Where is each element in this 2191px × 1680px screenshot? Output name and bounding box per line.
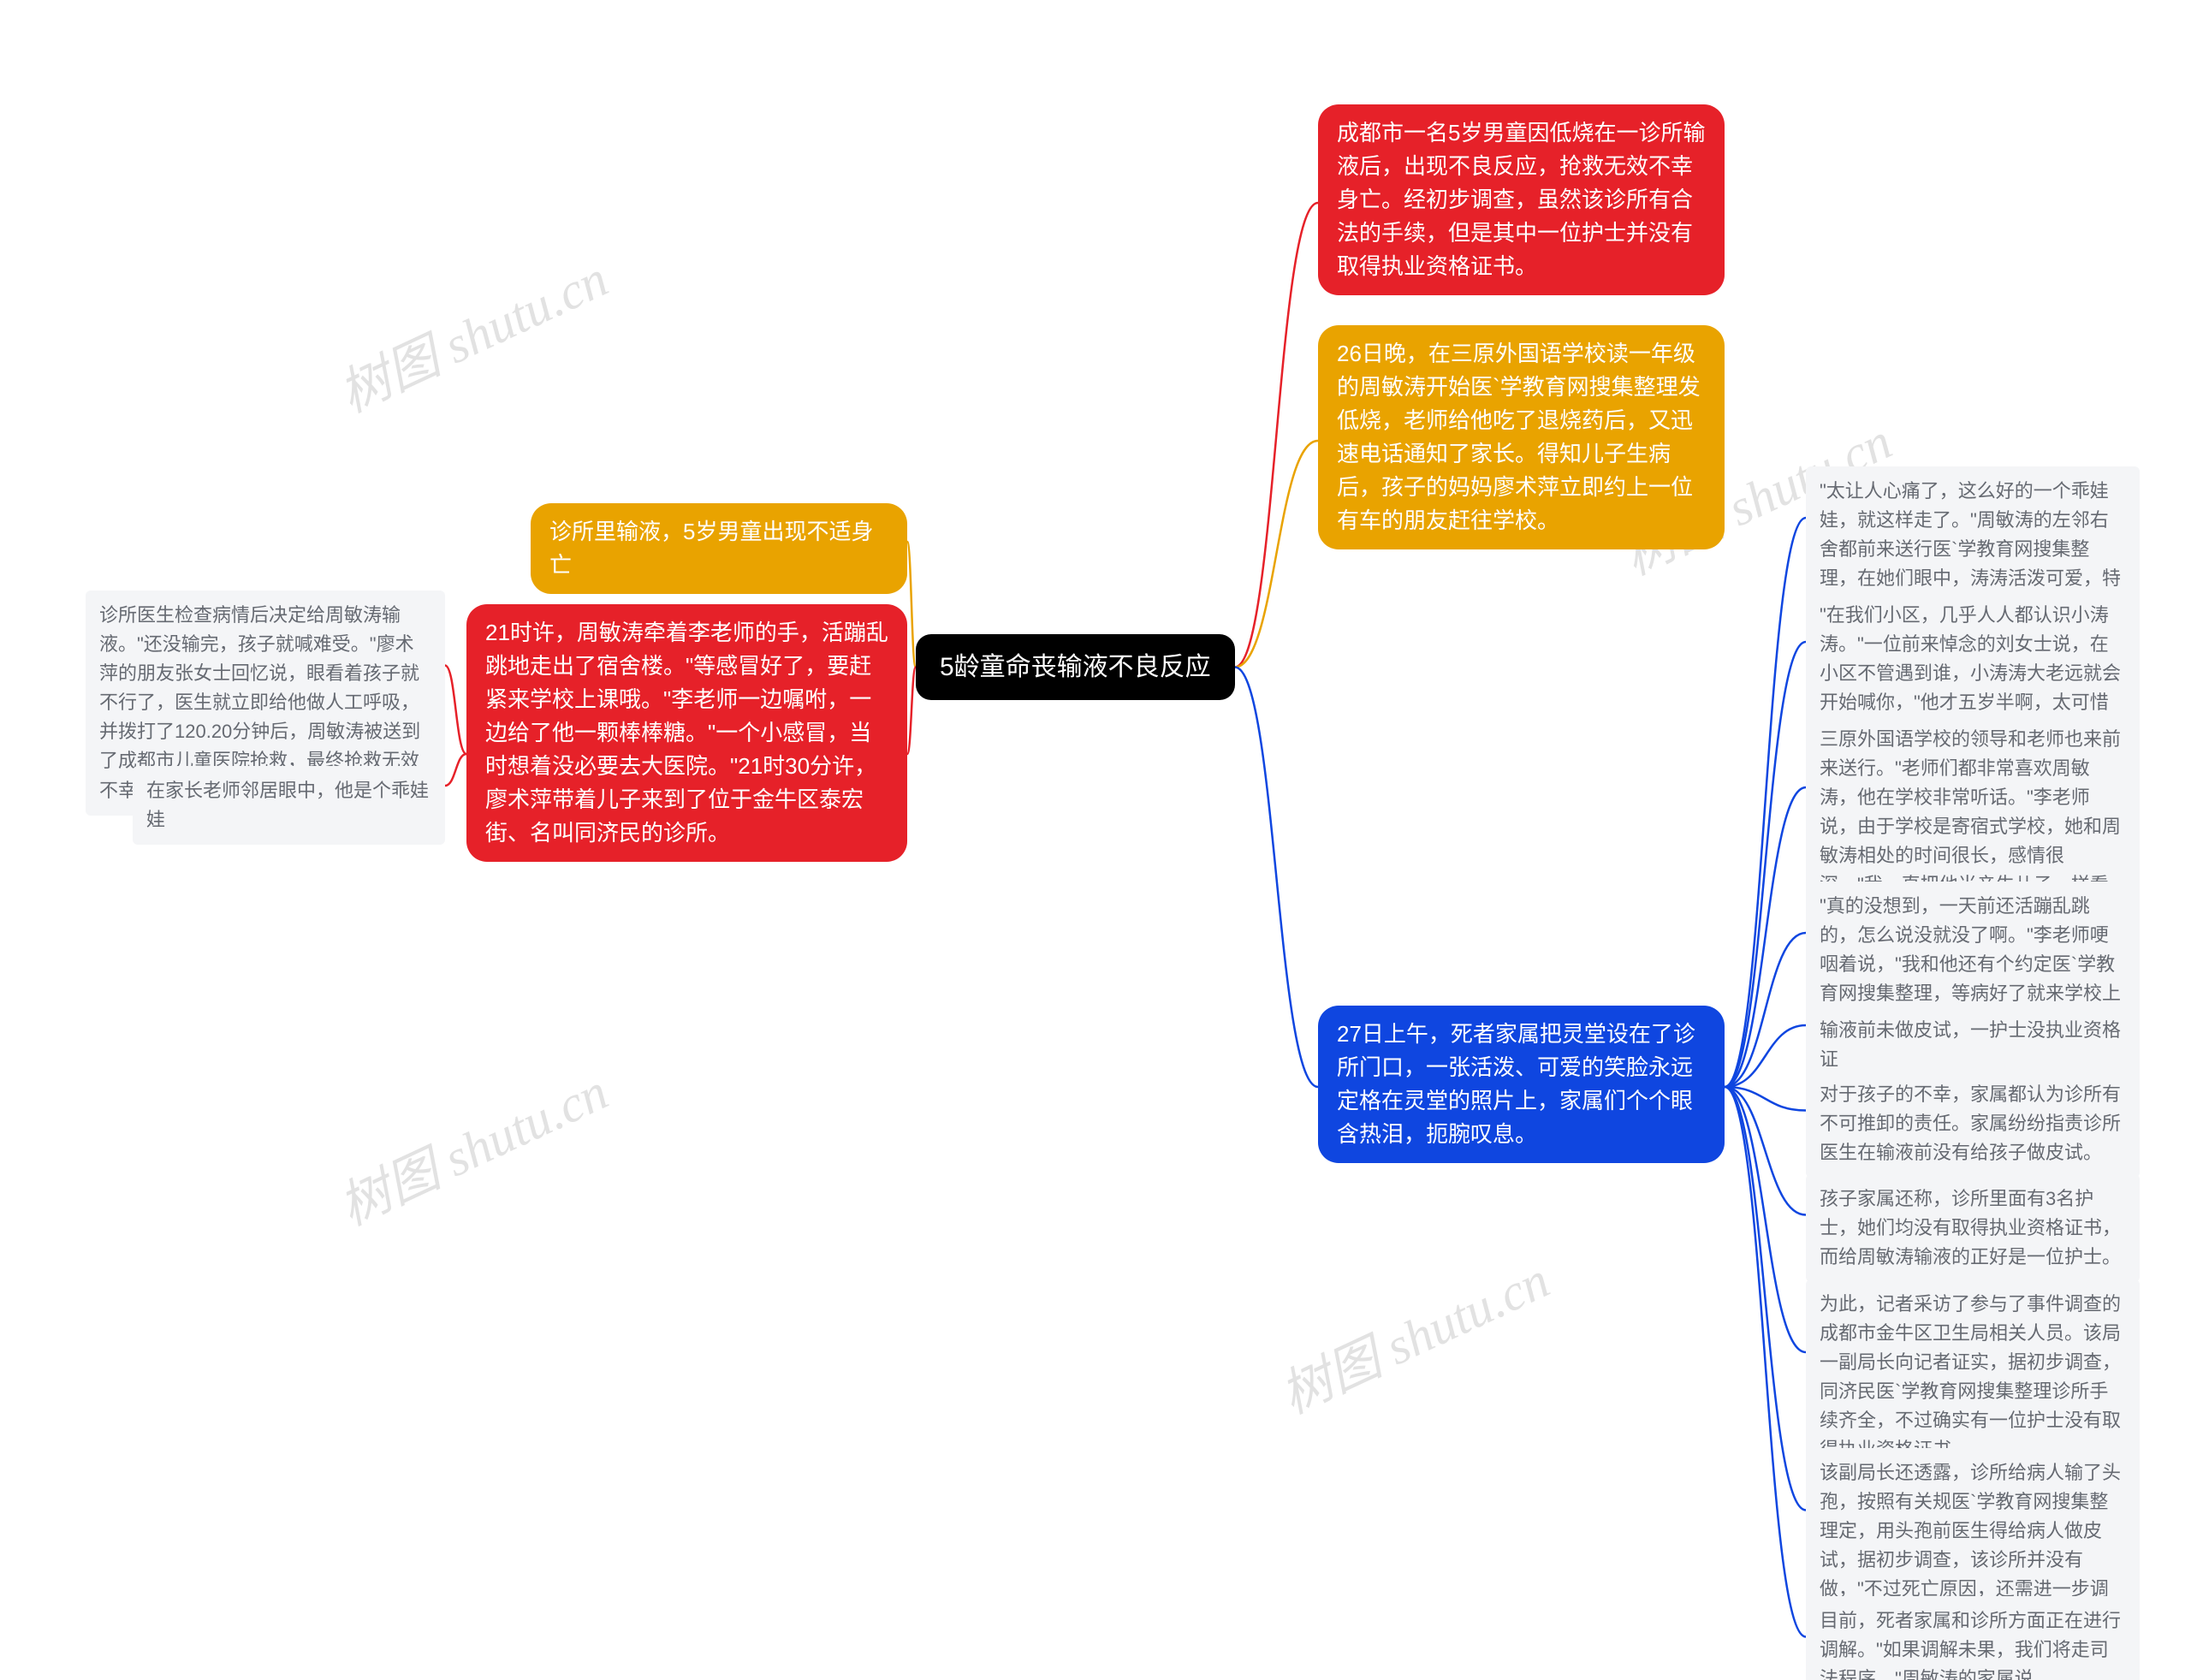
branch-node[interactable]: 27日上午，死者家属把灵堂设在了诊所门口，一张活泼、可爱的笑脸永远定格在灵堂的照… (1318, 1006, 1725, 1163)
leaf-node[interactable]: 目前，死者家属和诊所方面正在进行调解。"如果调解未果，我们将走司法程序。"周敏涛… (1806, 1596, 2140, 1680)
leaf-node[interactable]: 对于孩子的不幸，家属都认为诊所有不可推卸的责任。家属纷纷指责诊所医生在输液前没有… (1806, 1070, 2140, 1178)
watermark-text: 树图 shutu.cn (325, 238, 618, 427)
watermark-text: 树图 shutu.cn (325, 1051, 618, 1240)
branch-node[interactable]: 成都市一名5岁男童因低烧在一诊所输液后，出现不良反应，抢救无效不幸身亡。经初步调… (1318, 104, 1725, 295)
watermark-text: 树图 shutu.cn (1267, 1239, 1559, 1428)
leaf-node[interactable]: 孩子家属还称，诊所里面有3名护士，她们均没有取得执业资格证书，而给周敏涛输液的正… (1806, 1174, 2140, 1282)
leaf-node[interactable]: 在家长老师邻居眼中，他是个乖娃娃 (133, 766, 445, 845)
root-node[interactable]: 5龄童命丧输液不良反应 (916, 634, 1235, 700)
branch-node[interactable]: 21时许，周敏涛牵着李老师的手，活蹦乱跳地走出了宿舍楼。"等感冒好了，要赶紧来学… (466, 604, 907, 862)
branch-node[interactable]: 26日晚，在三原外国语学校读一年级的周敏涛开始医`学教育网搜集整理发低烧，老师给… (1318, 325, 1725, 549)
leaf-node[interactable]: 为此，记者采访了参与了事件调查的成都市金牛区卫生局相关人员。该局一副局长向记者证… (1806, 1279, 2140, 1475)
branch-node[interactable]: 诊所里输液，5岁男童出现不适身亡 (531, 503, 907, 594)
